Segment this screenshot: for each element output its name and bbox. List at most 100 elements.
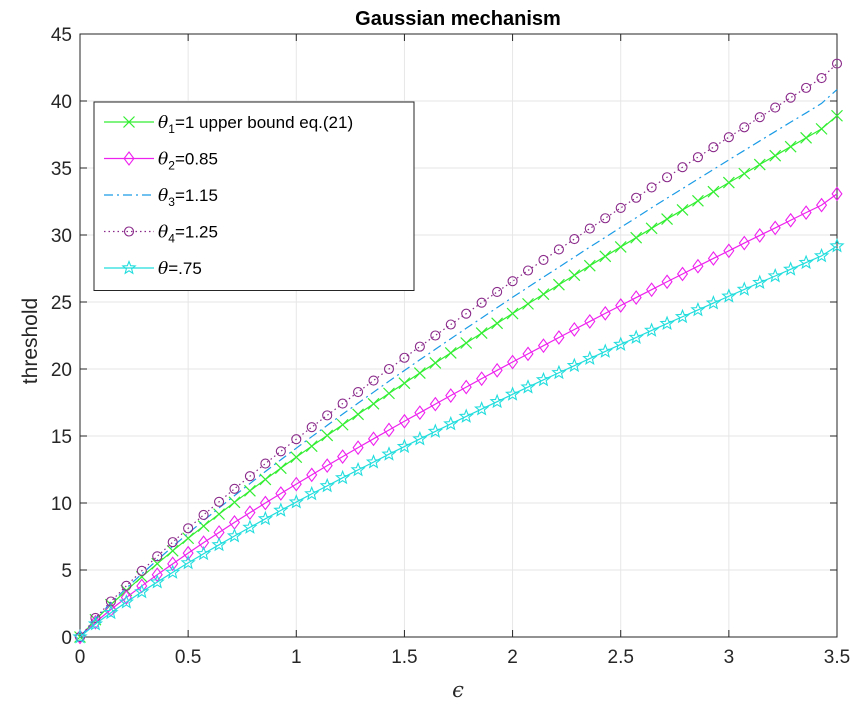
data-point: [321, 429, 334, 442]
data-point: [87, 615, 104, 631]
series-1: [74, 109, 843, 643]
x-tick-label: 0: [75, 647, 86, 668]
data-point: [259, 473, 272, 486]
data-point: [183, 523, 194, 534]
data-point: [381, 446, 397, 461]
data-point: [367, 431, 380, 447]
data-point: [631, 192, 642, 203]
series-4: [74, 58, 843, 643]
series-line: [79, 193, 838, 638]
data-point: [120, 590, 132, 605]
legend-label-3: θ3=1.15: [158, 186, 218, 209]
data-point: [752, 274, 768, 290]
data-point: [659, 315, 675, 331]
x-tick-label: 1.5: [391, 647, 417, 668]
data-point: [522, 346, 534, 362]
data-point: [118, 594, 134, 609]
data-point: [553, 330, 565, 345]
data-point: [600, 213, 611, 224]
data-point: [785, 92, 796, 103]
data-point: [414, 341, 425, 352]
data-point: [829, 237, 845, 253]
data-point: [801, 82, 812, 93]
legend-box: [93, 101, 415, 291]
data-point: [584, 223, 595, 234]
legend-subscript: 2: [168, 159, 175, 173]
data-point: [476, 297, 487, 308]
data-point: [507, 276, 518, 287]
x-tick-label: 3: [724, 647, 735, 668]
legend-theta: θ: [158, 113, 168, 133]
data-point: [149, 574, 165, 589]
data-point: [337, 398, 348, 409]
y-tick-label: 10: [51, 494, 72, 515]
legend-theta: θ: [158, 150, 168, 170]
data-point: [136, 565, 147, 576]
data-point: [368, 375, 379, 386]
data-point: [89, 614, 102, 630]
data-point: [628, 329, 644, 344]
data-point: [458, 408, 474, 423]
data-point: [568, 269, 581, 282]
x-tick-label: 3.5: [824, 647, 850, 668]
data-point: [690, 301, 706, 317]
legend-subscript: 1: [168, 122, 175, 136]
data-point: [352, 440, 364, 456]
data-point: [182, 545, 194, 561]
data-point: [90, 612, 101, 624]
data-point: [630, 231, 643, 244]
y-tick-label: 30: [51, 226, 72, 247]
y-tick-label: 5: [61, 561, 72, 582]
data-point: [583, 259, 596, 272]
data-point: [444, 346, 457, 359]
data-point: [645, 222, 658, 235]
data-point: [767, 267, 783, 283]
data-point: [399, 352, 410, 363]
data-point: [461, 308, 472, 319]
x-tick-label: 1: [291, 647, 302, 668]
data-point: [413, 367, 426, 379]
data-point: [429, 357, 442, 369]
data-point: [491, 317, 504, 330]
data-point: [274, 462, 287, 475]
data-point: [676, 204, 689, 216]
data-point: [166, 544, 179, 557]
data-point: [754, 227, 766, 243]
data-point: [197, 520, 210, 532]
series-5: [72, 237, 845, 644]
y-tick-label: 20: [51, 360, 72, 381]
legend-label-1: θ1=1 upper bound eq.(21): [158, 113, 353, 136]
data-point: [290, 476, 302, 492]
data-point: [785, 212, 797, 228]
data-point: [646, 182, 657, 193]
data-point: [445, 388, 457, 403]
data-point: [769, 220, 781, 236]
data-point: [306, 422, 317, 433]
legend-theta: θ: [158, 259, 168, 279]
data-point: [244, 484, 256, 497]
data-point: [228, 496, 241, 509]
data-point: [352, 408, 365, 421]
data-point: [566, 357, 582, 373]
y-tick-label: 35: [51, 159, 72, 180]
data-point: [214, 496, 225, 507]
legend-text: =1 upper bound eq.(21): [175, 113, 353, 132]
data-point: [430, 330, 441, 341]
data-point: [244, 505, 256, 521]
data-point: [336, 418, 349, 431]
data-point: [815, 122, 828, 135]
data-point: [306, 467, 318, 483]
data-point: [831, 109, 843, 122]
data-point: [321, 458, 333, 474]
data-point: [121, 580, 132, 591]
data-point: [288, 494, 304, 509]
data-point: [151, 567, 163, 583]
data-point: [674, 308, 691, 324]
data-point: [613, 336, 629, 351]
data-point: [353, 386, 364, 398]
data-point: [662, 172, 673, 183]
series-layer: [72, 58, 845, 645]
data-point: [229, 483, 240, 494]
legend-text: =.75: [168, 259, 202, 278]
